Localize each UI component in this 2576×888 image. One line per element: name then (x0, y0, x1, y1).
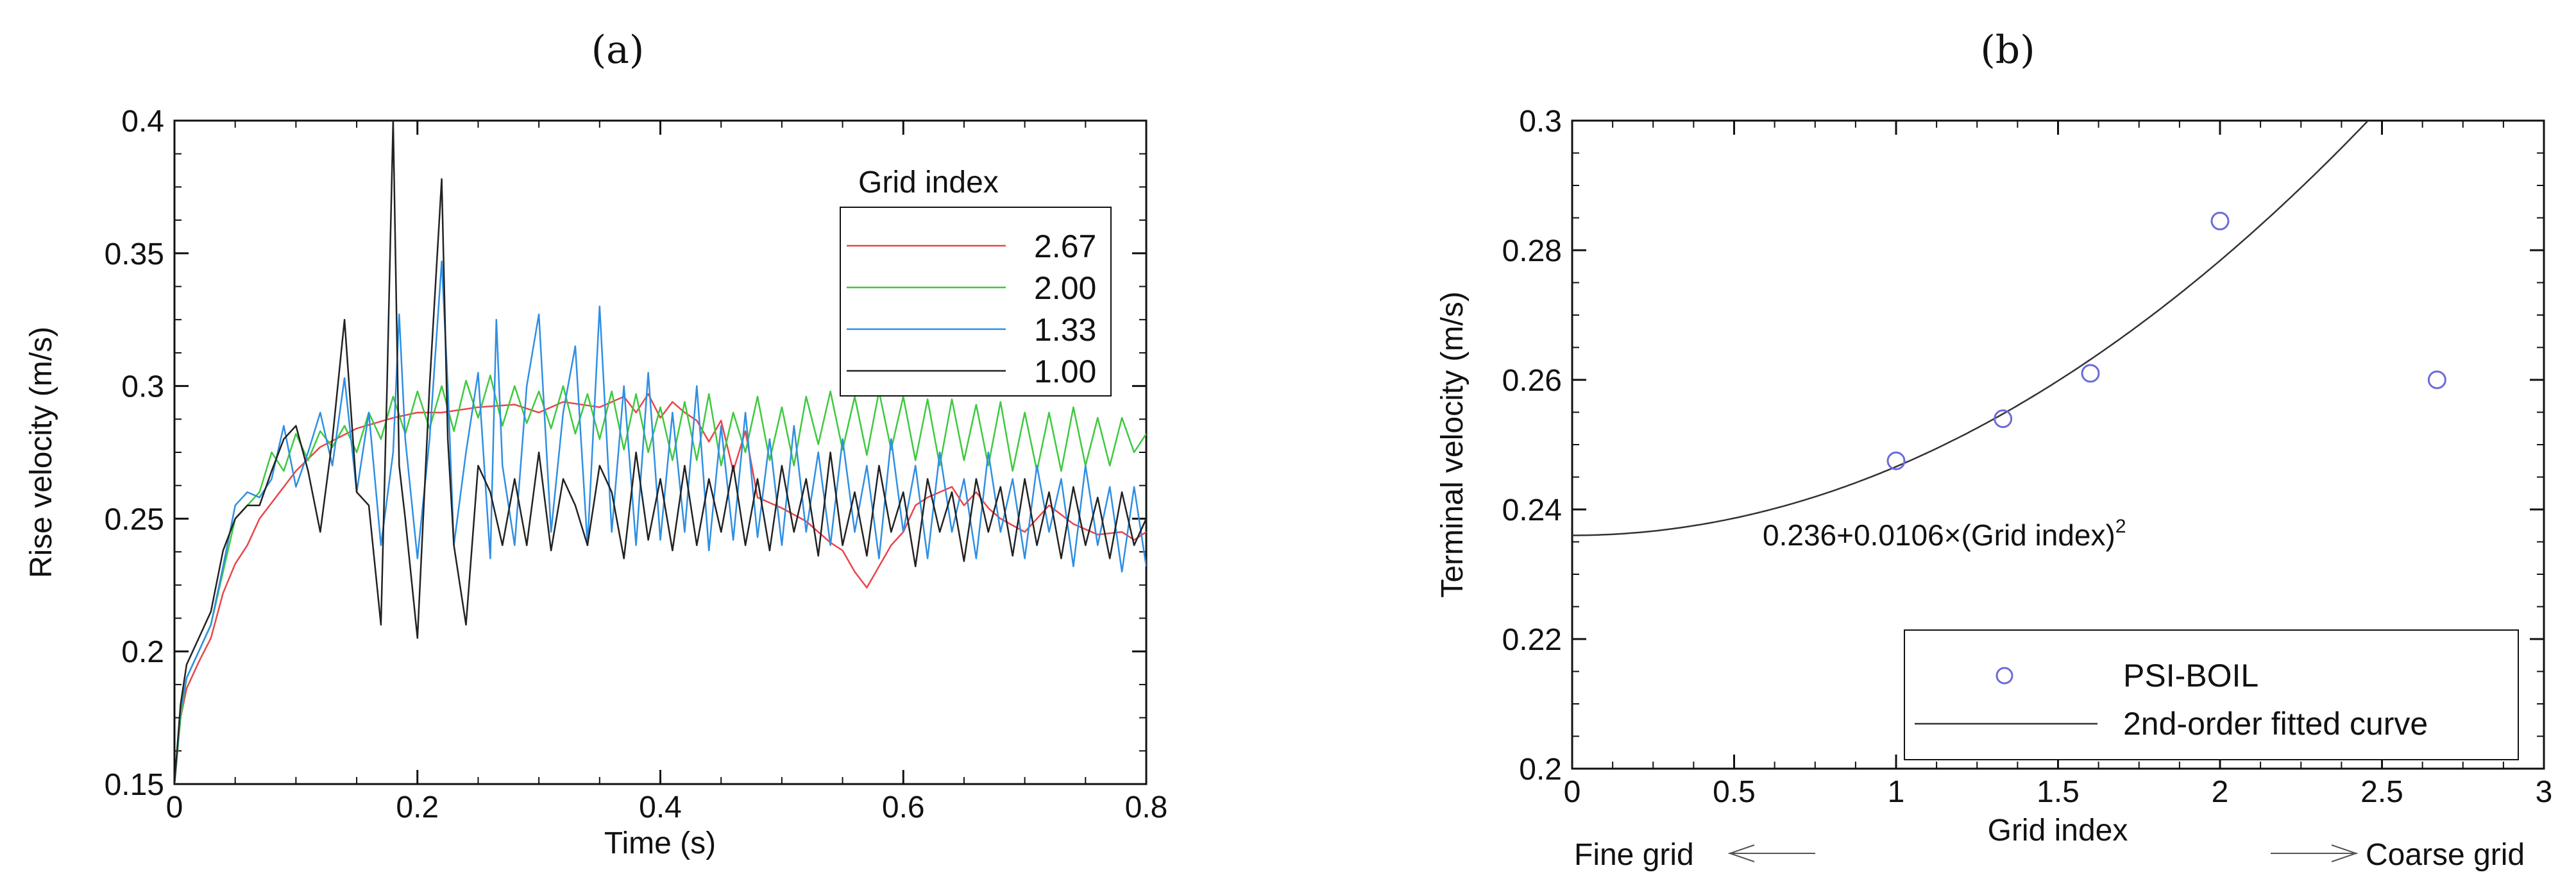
legend-box-b (1904, 629, 2519, 760)
x-tick-label: 0.5 (1713, 775, 1756, 809)
x-tick-label: 0.6 (882, 790, 925, 824)
legend-a: 2.67 2.00 1.33 1.00 (847, 228, 1096, 389)
y-tick-label: 0.24 (1502, 493, 1562, 527)
y-tick-label: 0.2 (121, 635, 164, 669)
x-tick-label: 2 (2212, 775, 2229, 809)
panel-a-label: (a) (591, 28, 645, 73)
coarse-grid-arrow-head (2331, 844, 2359, 862)
x-tick-label: 2.5 (2360, 775, 2403, 809)
x-tick-label: 0.4 (639, 790, 682, 824)
y-tick-label: 0.35 (105, 237, 164, 271)
scatter-points-group (1886, 212, 2446, 470)
y-axis-label-a: Rise velocity (m/s) (24, 327, 58, 578)
series-line-1.33 (174, 260, 1146, 784)
fit-curve (1572, 121, 2369, 536)
y-tick-label: 0.3 (121, 370, 164, 404)
y-tick-label: 0.2 (1519, 753, 1562, 787)
y-axis-label-b: Terminal velocity (m/s) (1436, 291, 1470, 597)
x-axis-label-b: Grid index (1988, 814, 2128, 848)
series-lines-a (174, 121, 1146, 784)
legend-label-psi-boil: PSI-BOIL (2123, 658, 2258, 694)
y-tick-label: 0.25 (105, 502, 164, 536)
legend-marker-psi-boil (1996, 667, 2013, 685)
legend-label-1.33: 1.33 (1034, 312, 1096, 348)
data-point (2210, 212, 2230, 231)
legend-label-2.67: 2.67 (1034, 228, 1096, 264)
fine-grid-label: Fine grid (1574, 838, 1694, 872)
x-tick-label: 0 (166, 790, 183, 824)
data-point (2081, 364, 2100, 383)
y-tick-label: 0.3 (1519, 105, 1562, 139)
legend-title-a: Grid index (858, 166, 999, 200)
ticks-b (1571, 119, 2545, 770)
panel-b-label: (b) (1980, 28, 2035, 73)
x-tick-label: 0.8 (1125, 790, 1168, 824)
coarse-grid-label: Coarse grid (2366, 838, 2525, 872)
series-line-1.00 (174, 121, 1146, 784)
fit-curve-group (1572, 121, 2369, 536)
x-tick-label: 0 (1564, 775, 1581, 809)
y-tick-label: 0.4 (121, 105, 164, 139)
x-tick-label: 0.2 (396, 790, 439, 824)
x-axis-label-a: Time (s) (604, 826, 716, 860)
tick-labels-b: 0 0.5 1 1.5 2 2.5 3 0.2 0.22 0.24 0.26 0.28 0.3 (1502, 105, 2553, 809)
legend-label-2.00: 2.00 (1034, 270, 1096, 306)
data-point (1886, 451, 1906, 470)
fine-grid-arrow-head (1727, 844, 1755, 862)
panel-b: (b) 0 0.5 1 1.5 2 2.5 30.20.220.240.260.280.3 … (1436, 28, 2553, 872)
ticks-a (173, 119, 1148, 785)
series-line-2.00 (174, 374, 1146, 784)
x-tick-label: 3 (2536, 775, 2553, 809)
x-tick-label: 1.5 (2037, 775, 2080, 809)
legend-label-fit: 2nd-order fitted curve (2123, 706, 2428, 742)
data-point (2427, 370, 2446, 389)
y-tick-label: 0.26 (1502, 364, 1562, 398)
x-tick-label: 1 (1888, 775, 1905, 809)
data-point (1994, 409, 2013, 429)
legend-box-a (840, 207, 1112, 397)
y-tick-label: 0.28 (1502, 234, 1562, 268)
series-line-2.67 (174, 393, 1146, 784)
y-tick-label: 0.15 (105, 768, 164, 802)
legend-label-1.00: 1.00 (1034, 354, 1096, 389)
tick-labels-a: 0 0.2 0.4 0.6 0.8 0.15 0.2 0.25 0.3 0.35 0.4 (105, 105, 1168, 824)
y-tick-label: 0.22 (1502, 623, 1562, 657)
panel-a: (a) 0 0.2 0.4 0.6 0.8 0.15 0.2 0.25 0.3 0.35 0.4 T… (24, 28, 1167, 860)
fit-equation: 0.236+0.0106×(Grid index)2 (1763, 516, 2126, 552)
